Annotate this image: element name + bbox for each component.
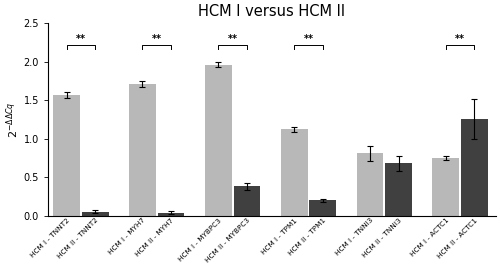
Title: HCM I versus HCM II: HCM I versus HCM II xyxy=(198,4,346,19)
Bar xyxy=(310,200,336,216)
Bar xyxy=(82,212,108,216)
Text: **: ** xyxy=(228,34,237,44)
Text: **: ** xyxy=(76,34,86,44)
Bar xyxy=(158,213,184,216)
Bar xyxy=(356,153,384,216)
Text: **: ** xyxy=(152,34,162,44)
Bar xyxy=(281,129,307,216)
Bar xyxy=(54,95,80,216)
Bar xyxy=(129,84,156,216)
Y-axis label: $2^{-\Delta\Delta Cq}$: $2^{-\Delta\Delta Cq}$ xyxy=(4,101,21,138)
Bar xyxy=(234,187,260,216)
Bar xyxy=(205,65,232,216)
Bar xyxy=(432,158,459,216)
Text: **: ** xyxy=(304,34,314,44)
Bar xyxy=(461,119,488,216)
Text: **: ** xyxy=(455,34,465,44)
Bar xyxy=(385,163,412,216)
